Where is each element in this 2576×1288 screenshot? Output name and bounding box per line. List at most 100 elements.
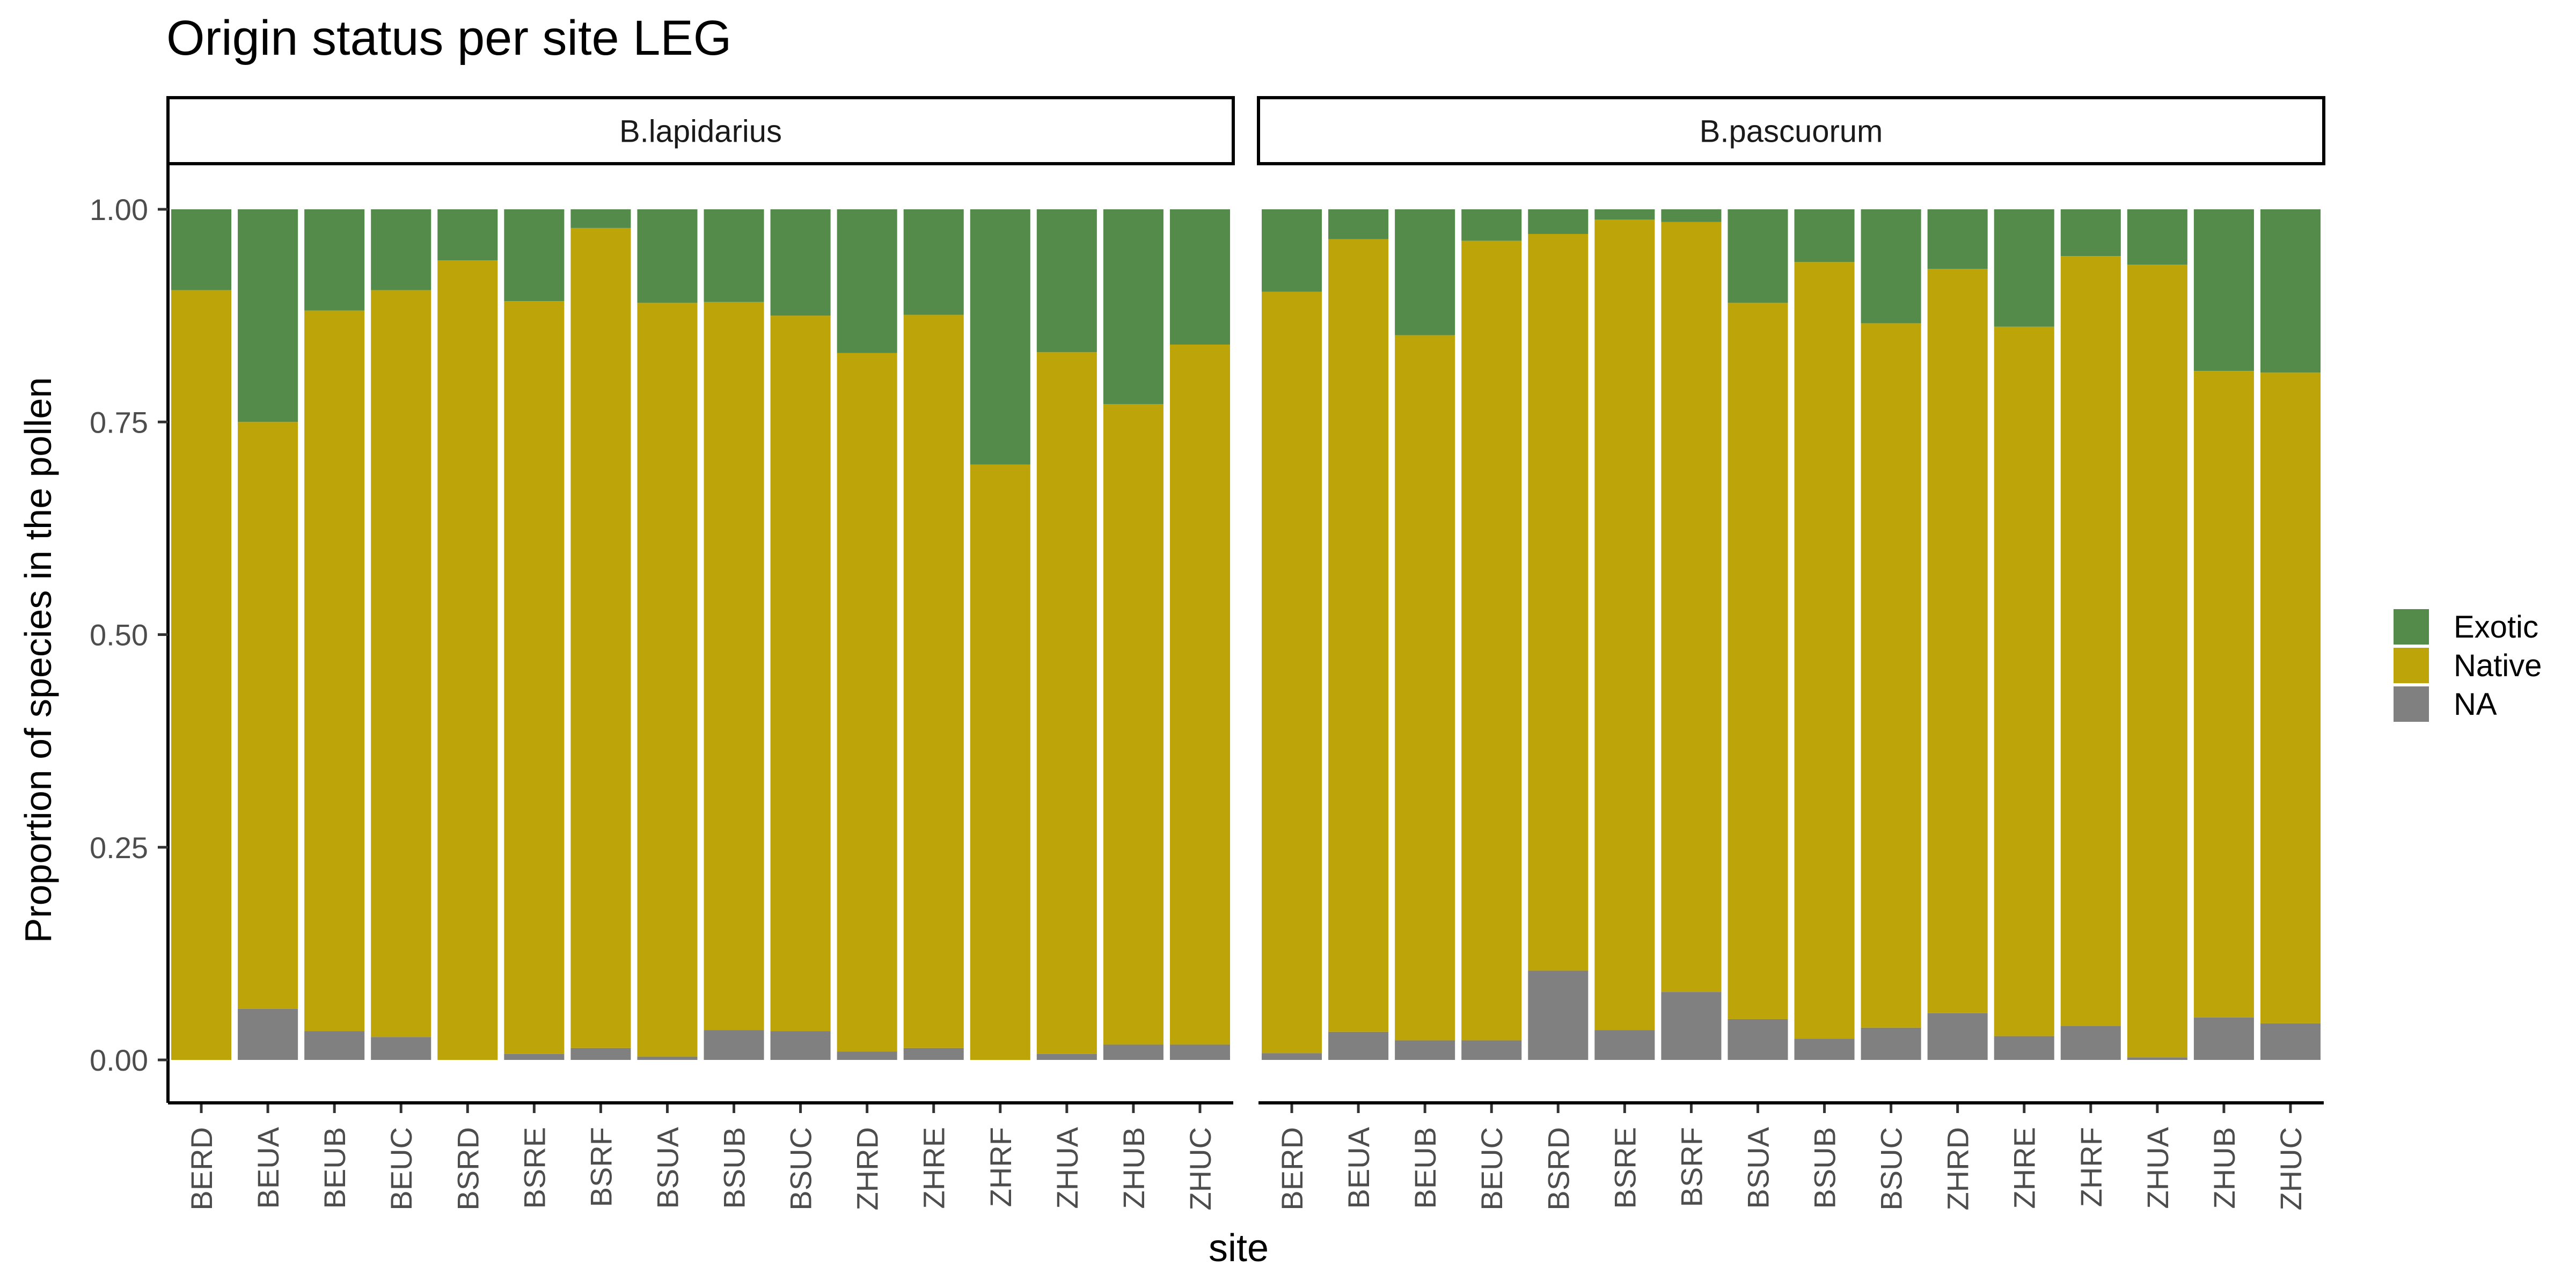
bar-segment-native: [1861, 323, 1921, 1028]
bar-segment-exotic: [1994, 209, 2054, 327]
x-tick-label: BSRF: [1674, 1127, 1708, 1207]
y-tick-label: 1.00: [90, 193, 148, 226]
bar-segment-na: [238, 1008, 298, 1060]
bar-segment-na: [770, 1031, 831, 1060]
bar-segment-native: [1794, 262, 1855, 1039]
x-tick-label: BSUB: [718, 1127, 751, 1209]
bar-segment-exotic: [2260, 209, 2321, 373]
facet-strip: [166, 96, 1235, 165]
bar-segment-exotic: [837, 209, 897, 353]
x-tick-label: BSUA: [650, 1126, 684, 1209]
bar-segment-exotic: [504, 209, 565, 302]
x-tick-label: BEUB: [1408, 1127, 1442, 1209]
bar-segment-native: [570, 228, 631, 1048]
x-tick-label: ZHUA: [1050, 1126, 1084, 1209]
bar-segment-na: [2060, 1026, 2121, 1060]
bar-segment-na: [304, 1031, 365, 1060]
bar-segment-na: [1794, 1038, 1855, 1060]
bar-segment-native: [238, 422, 298, 1009]
bar-segment-na: [1927, 1013, 1988, 1060]
bar-segment-na: [1262, 1053, 1322, 1060]
x-tick-label: BEUA: [251, 1126, 285, 1209]
bar-segment-na: [570, 1048, 631, 1060]
bar-segment-exotic: [437, 209, 498, 261]
x-tick-label: ZHUC: [1183, 1127, 1217, 1211]
x-tick-label: ZHRD: [851, 1127, 884, 1211]
bar-segment-exotic: [1103, 209, 1163, 404]
x-tick-label: BSUA: [1741, 1126, 1775, 1209]
facet-label: B.lapidarius: [619, 114, 782, 149]
bar-segment-exotic: [171, 209, 232, 290]
facet-strip: [1257, 96, 2325, 165]
bar-segment-na: [1594, 1030, 1655, 1060]
bar-segment-native: [1103, 404, 1163, 1045]
x-tick-label: ZHUB: [1117, 1127, 1151, 1209]
x-tick-label: BEUC: [384, 1127, 418, 1211]
bar-segment-exotic: [2127, 209, 2187, 265]
y-tick-label: 0.00: [90, 1043, 148, 1077]
legend-key-exotic: [2394, 609, 2429, 645]
bar-segment-exotic: [304, 209, 365, 311]
bar-segment-native: [1328, 239, 1389, 1032]
x-tick-label: BEUA: [1342, 1126, 1375, 1209]
bar-segment-na: [637, 1056, 698, 1060]
bar-segment-exotic: [371, 209, 431, 290]
x-tick-label: ZHUA: [2141, 1126, 2175, 1209]
y-tick-label: 0.25: [90, 831, 148, 865]
bar-segment-native: [1994, 326, 2054, 1036]
bar-segment-native: [837, 353, 897, 1052]
bar-segment-na: [1461, 1040, 1522, 1060]
bar-segment-na: [704, 1030, 764, 1060]
bar-segment-exotic: [2060, 209, 2121, 257]
bar-segment-na: [1103, 1044, 1163, 1060]
plot-area: 0.00 0.25 0.50 0.75 1.00 B.lapidarius BERD BEUA…: [90, 96, 2325, 1211]
facet-label: B.pascuorum: [1700, 114, 1883, 149]
bar-segment-exotic: [1861, 209, 1921, 324]
x-tick-label: ZHRE: [917, 1127, 951, 1209]
x-tick-label: BSRF: [584, 1127, 618, 1207]
bar-segment-exotic: [1528, 209, 1589, 234]
x-tick-label: BSRD: [451, 1127, 485, 1211]
bar-segment-na: [1328, 1031, 1389, 1060]
bar-segment-native: [637, 303, 698, 1057]
bar-segment-native: [770, 316, 831, 1031]
bar-segment-exotic: [1594, 209, 1655, 220]
bar-segment-exotic: [637, 209, 698, 303]
bar-segment-native: [704, 302, 764, 1030]
x-tick-label: ZHRE: [2008, 1127, 2041, 1209]
legend-label: Exotic: [2454, 610, 2538, 645]
bar-segment-native: [2060, 256, 2121, 1026]
bar-segment-na: [2260, 1023, 2321, 1060]
bar-segment-na: [1036, 1053, 1097, 1060]
bar-segment-exotic: [903, 209, 964, 315]
y-tick-label: 0.50: [90, 618, 148, 652]
bar-segment-exotic: [1395, 209, 1455, 335]
bar-segment-exotic: [2193, 209, 2254, 371]
legend-label: NA: [2454, 687, 2497, 722]
bar-segment-native: [1728, 303, 1788, 1019]
y-tick-label: 0.75: [90, 405, 148, 439]
x-tick-label: BSUB: [1808, 1127, 1842, 1209]
bar-segment-exotic: [1262, 209, 1322, 292]
legend-key-na: [2394, 686, 2429, 722]
bar-segment-native: [1528, 233, 1589, 971]
bar-segment-native: [1927, 268, 1988, 1013]
bar-segment-na: [1728, 1019, 1788, 1060]
bar-segment-native: [1594, 219, 1655, 1030]
x-tick-label: BERD: [1275, 1127, 1309, 1211]
bar-segment-native: [2193, 371, 2254, 1018]
bar-segment-na: [371, 1037, 431, 1060]
chart-title: Origin status per site LEG: [166, 11, 731, 65]
bar-segment-native: [903, 314, 964, 1048]
x-tick-label: ZHUC: [2274, 1127, 2308, 1211]
bar-segment-native: [2127, 265, 2187, 1058]
bar-segment-native: [304, 310, 365, 1031]
bar-segment-na: [504, 1053, 565, 1060]
x-axis-title: site: [1209, 1227, 1269, 1270]
x-tick-label: BEUB: [318, 1127, 352, 1209]
bar-segment-native: [1395, 335, 1455, 1041]
bar-segment-na: [1661, 992, 1722, 1060]
bar-segment-exotic: [570, 209, 631, 228]
bar-segment-native: [504, 301, 565, 1054]
